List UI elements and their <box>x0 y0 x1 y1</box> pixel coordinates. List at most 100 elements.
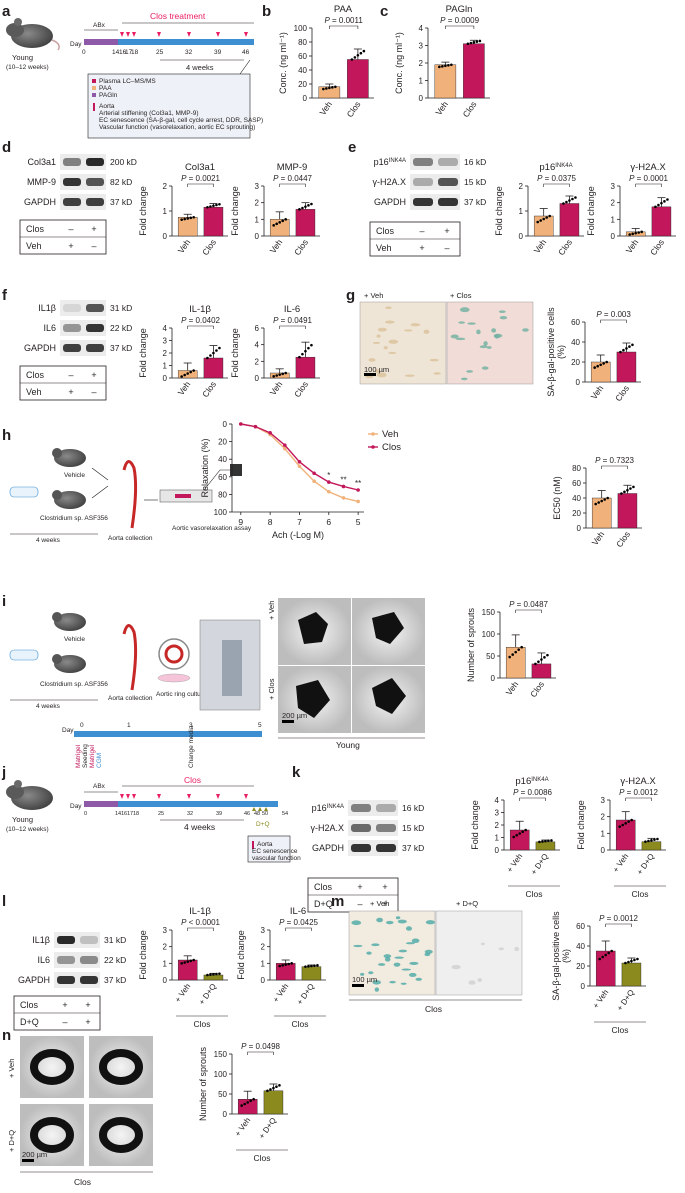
data-point <box>272 1086 275 1090</box>
a-tick-18: 18 <box>131 49 139 56</box>
data-point <box>630 818 633 822</box>
significance-bracket <box>519 797 546 801</box>
significance-mark: ** <box>355 479 361 488</box>
data-point <box>521 830 524 834</box>
y-tick-label: 0 <box>223 1110 228 1119</box>
kd-label: 16 kD <box>464 157 486 167</box>
cell-stain <box>481 366 489 370</box>
x-tick-label: + D+Q <box>197 982 218 1006</box>
axis-label: Fold change <box>230 328 240 378</box>
a-day: Day <box>70 41 82 48</box>
p-value: P = 0.0447 <box>273 174 312 183</box>
i-aorta-collection: Aorta collection <box>108 695 153 702</box>
n-veh-label: + Veh <box>7 1059 16 1078</box>
cell-stain <box>400 982 407 985</box>
data-point <box>283 443 287 447</box>
significance-bracket <box>515 609 542 613</box>
data-point <box>544 839 547 843</box>
a-clos-bar <box>118 39 254 45</box>
data-point <box>597 501 600 504</box>
cell-stain <box>404 374 415 377</box>
data-point <box>304 965 307 968</box>
kd-label: 37 kD <box>110 197 132 207</box>
group-label: Clos <box>631 889 648 899</box>
x-tick-label: + D+Q <box>529 852 550 876</box>
x-tick-label: 8 <box>268 517 273 527</box>
cell-stain <box>410 323 421 327</box>
cell: – <box>68 224 73 234</box>
data-point <box>180 218 183 221</box>
y-axis-label: Relaxation (%) <box>200 438 210 497</box>
chart-title: γ-H2A.X <box>620 776 656 787</box>
chart-title: IL-6 <box>290 906 306 917</box>
y-tick-label: 2 <box>163 349 168 358</box>
y-tick-label: 1 <box>519 207 524 216</box>
p-value: P = 0.0012 <box>599 914 638 923</box>
cell-stain <box>388 351 397 354</box>
data-point <box>350 58 354 61</box>
y-tick-label: 50 <box>218 1090 227 1099</box>
cell-stain <box>429 358 439 362</box>
data-point <box>298 355 301 359</box>
cell-stain <box>476 329 481 335</box>
bar-clos <box>651 206 672 237</box>
cell-stain <box>466 370 474 373</box>
blot-label: GAPDH <box>312 843 344 853</box>
data-point <box>180 375 183 378</box>
a-tick-14: 14 <box>112 49 120 56</box>
significance-bracket <box>445 25 475 29</box>
blot-label: IL6 <box>43 323 56 333</box>
n-clos: Clos <box>74 1177 91 1187</box>
x-tick-label: + D+Q <box>635 852 656 876</box>
y-tick-label: 60 <box>572 479 581 488</box>
data-point <box>438 65 441 69</box>
m-clos: Clos <box>425 1004 442 1014</box>
i-day: Day <box>62 727 74 734</box>
blot-label: MMP-9 <box>27 177 56 187</box>
data-point <box>610 949 613 953</box>
band <box>80 956 98 964</box>
data-point <box>215 203 218 207</box>
n-veh-image-1 <box>20 1036 84 1098</box>
data-point <box>599 363 602 367</box>
cell-stain <box>360 972 365 976</box>
significance-bracket <box>279 183 306 187</box>
data-point <box>180 962 183 965</box>
cell-stain <box>368 358 376 362</box>
blot-d: Col3a1 200 kD MMP-9 82 kD GAPDH 37 kD Clos Veh –… <box>19 154 137 255</box>
data-point <box>524 828 527 832</box>
x-tick-label: + Veh <box>505 852 524 874</box>
y-tick-label: 1 <box>419 77 424 86</box>
cell-stain <box>398 949 408 953</box>
data-point <box>562 202 565 205</box>
significance-bracket <box>187 325 214 329</box>
x-tick-label: Clos <box>648 237 666 257</box>
blot-label: IL1β <box>32 935 50 945</box>
y-tick-label: 0 <box>611 232 616 241</box>
data-point <box>598 957 601 961</box>
blot-strip <box>54 952 100 968</box>
chart-l1: 0 1 2 3 IL-1β Fold change + Veh + D+Q P < 0.0001… <box>138 906 228 1029</box>
chart-i: 0 50 100 150 Number of sprouts Veh Clos P = 0.0… <box>466 600 556 699</box>
cell-stain <box>433 372 441 375</box>
y-tick-label: 100 <box>214 508 228 517</box>
significance-bracket <box>279 325 306 329</box>
cell: – <box>419 226 424 236</box>
data-point <box>630 959 633 963</box>
y-tick-label: 80 <box>298 38 307 47</box>
cell-stain <box>386 920 394 925</box>
y-tick-label: 60 <box>298 52 307 61</box>
n-dq-image-2 <box>89 1104 153 1166</box>
blot-label: IL1β <box>38 303 56 313</box>
y-tick-label: 1 <box>163 959 168 968</box>
data-point <box>472 41 476 44</box>
row-label: Veh <box>376 243 392 253</box>
data-point <box>183 217 186 221</box>
panel-letter-m: m <box>331 893 344 910</box>
data-point <box>601 955 604 959</box>
cell-stain <box>376 372 387 378</box>
i-day-1: 1 <box>127 722 131 729</box>
blot-label: GAPDH <box>18 975 50 985</box>
